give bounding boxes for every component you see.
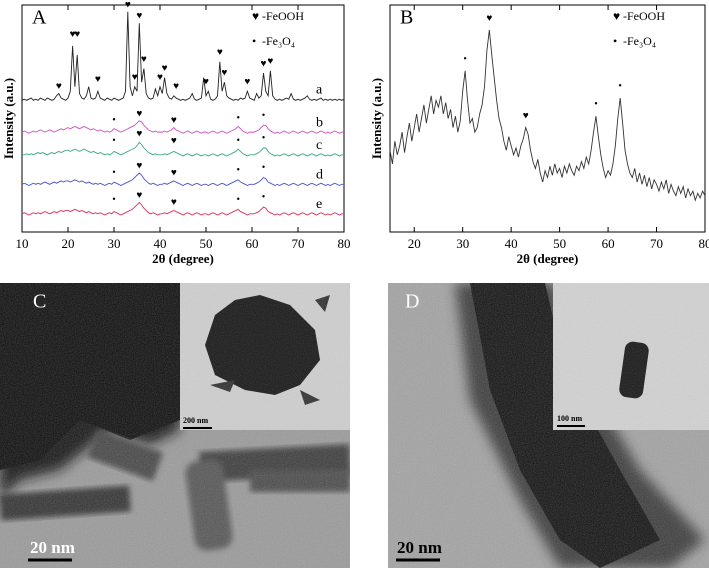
inset-scale-bar-label: 100 nm — [557, 414, 582, 423]
peak-marker: ♥ — [261, 58, 267, 69]
plot-frame — [21, 4, 345, 233]
peak-marker: ♥ — [136, 129, 142, 140]
peak-marker: ♥ — [203, 76, 209, 87]
series-label: a — [316, 82, 323, 97]
grain — [553, 283, 709, 430]
grain — [180, 283, 350, 430]
panel-label: B — [400, 7, 413, 29]
x-axis-label: 2θ (degree) — [517, 251, 579, 266]
data-line — [21, 201, 344, 216]
series-label: c — [316, 138, 322, 153]
data-line — [389, 29, 706, 202]
peak-marker: • — [262, 192, 266, 203]
x-tick-label: 30 — [456, 236, 469, 251]
peak-marker: ♥ — [136, 108, 142, 119]
peak-marker: • — [236, 113, 240, 124]
peak-marker: • — [112, 135, 116, 146]
peak-marker: • — [236, 135, 240, 146]
series-label: b — [316, 115, 323, 130]
x-tick-label: 80 — [338, 236, 351, 251]
inset-d — [553, 283, 709, 430]
x-tick-label: 20 — [408, 236, 421, 251]
x-tick-label: 20 — [62, 236, 75, 251]
peak-marker: • — [112, 115, 116, 126]
peak-marker: ♥ — [171, 115, 177, 126]
x-tick-label: 80 — [699, 236, 709, 251]
series-label: e — [316, 197, 322, 212]
peak-marker: ♥ — [173, 81, 179, 92]
peak-marker: • — [236, 165, 240, 176]
peak-marker: • — [262, 111, 266, 122]
legend-symbol: • — [252, 34, 256, 48]
x-tick-label: 50 — [200, 236, 213, 251]
peak-marker: ♥ — [136, 11, 142, 22]
peak-marker: ♥ — [244, 76, 250, 87]
scale-bar-label: 20 nm — [30, 538, 75, 557]
peak-marker: • — [262, 163, 266, 174]
peak-marker: ♥ — [125, 0, 131, 10]
peak-marker: ♥ — [171, 167, 177, 178]
peak-marker: • — [112, 195, 116, 206]
peak-marker: ♥ — [267, 56, 273, 67]
data-line — [22, 141, 344, 157]
legend-label: -FeOOH — [262, 9, 304, 23]
legend-symbol: • — [613, 34, 617, 48]
data-line — [21, 172, 344, 186]
peak-marker: ♥ — [171, 197, 177, 208]
x-tick-label: 40 — [154, 236, 167, 251]
y-axis-label: Intensity (a.u.) — [1, 78, 16, 159]
peak-marker: ♥ — [95, 74, 101, 85]
peak-marker: ♥ — [217, 47, 223, 58]
x-axis-label: 2θ (degree) — [152, 251, 214, 266]
data-line — [21, 120, 344, 134]
inset-scale-bar-label: 200 nm — [183, 416, 208, 425]
peak-marker: ♥ — [162, 63, 168, 74]
peak-marker: ♥ — [221, 67, 227, 78]
legend-label: -Fe₃O₄ — [262, 34, 295, 48]
peak-marker: • — [463, 54, 467, 65]
peak-marker: ♥ — [486, 13, 492, 24]
legend-label: -FeOOH — [623, 9, 665, 23]
legend-symbol: ♥ — [613, 9, 620, 23]
panel-label: D — [405, 291, 419, 313]
peak-marker: ♥ — [523, 111, 529, 122]
y-axis-label: Intensity (a.u.) — [369, 78, 384, 159]
scale-bar-label: 20 nm — [397, 538, 442, 557]
peak-marker: • — [236, 195, 240, 206]
inset-c — [180, 283, 350, 430]
x-tick-label: 30 — [108, 236, 121, 251]
peak-marker: ♥ — [70, 29, 76, 40]
peak-marker: • — [594, 99, 598, 110]
x-tick-label: 50 — [553, 236, 566, 251]
peak-marker: ♥ — [136, 190, 142, 201]
peak-marker: • — [112, 167, 116, 178]
peak-marker: ♥ — [171, 135, 177, 146]
x-tick-label: 70 — [650, 236, 663, 251]
peak-marker: • — [262, 133, 266, 144]
panel-label: A — [32, 7, 47, 29]
chart: 20 30 40 50 60 70 80 2θ (degree) Intensity (a.u.… — [369, 4, 709, 266]
data-line — [21, 11, 345, 101]
legend-symbol: ♥ — [252, 9, 259, 23]
x-tick-label: 60 — [246, 236, 259, 251]
peak-marker: ♥ — [136, 160, 142, 171]
peak-marker: ♥ — [157, 72, 163, 83]
x-tick-label: 10 — [16, 236, 29, 251]
x-tick-label: 60 — [602, 236, 615, 251]
peak-marker: ♥ — [141, 54, 147, 65]
peak-marker: ♥ — [132, 72, 138, 83]
peak-marker: ♥ — [56, 81, 62, 92]
chart: 10 20 30 40 50 60 70 80 2θ (degree) Intensity (a.… — [1, 0, 351, 266]
series-label: d — [316, 168, 323, 183]
peak-marker: • — [618, 81, 622, 92]
legend-label: -Fe₃O₄ — [623, 34, 656, 48]
plot-frame — [389, 4, 706, 233]
panel-label: C — [33, 291, 46, 313]
x-tick-label: 40 — [505, 236, 518, 251]
x-tick-label: 70 — [292, 236, 305, 251]
peak-marker: ♥ — [74, 29, 80, 40]
